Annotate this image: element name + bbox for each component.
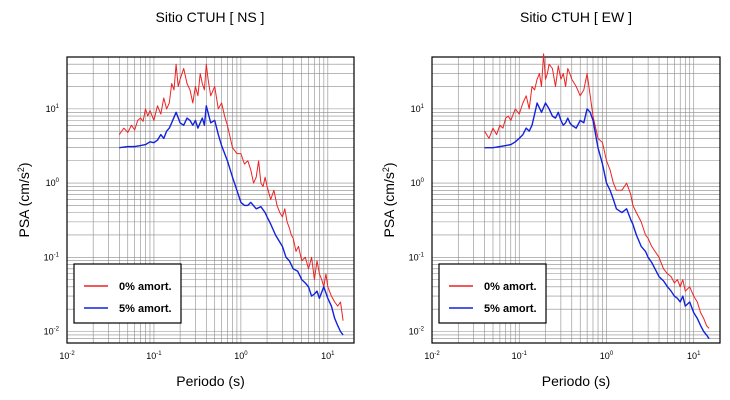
x-tick-label: 10-1 [146,351,162,361]
chart-title: Sitio CTUH [ NS ] [156,9,265,25]
x-tick-label: 10-2 [59,351,75,361]
legend-label: 0% amort. [119,281,172,293]
y-tick-label: 101 [46,104,60,114]
chart-panel-2: Sitio CTUH [ EW ] 10-2 10-1 100 101 10-2 10-1 1… [381,9,721,389]
chart-title: Sitio CTUH [ EW ] [520,9,632,25]
y-axis-label: PSA (cm/s2) [381,162,397,237]
plot-frame [66,56,355,344]
y-tick-label: 101 [411,104,425,114]
plot-frame [431,56,721,344]
legend-box [438,263,547,324]
x-axis-label: Periodo (s) [542,373,610,389]
legend: 0% amort. 5% amort. [438,263,547,324]
chart-panel-1: Sitio CTUH [ NS ] 10-2 10-1 100 101 10-2 10-1 1… [16,9,355,389]
y-tick-label: 10-2 [409,327,425,337]
y-tick-label: 100 [411,178,425,188]
y-tick-label: 10-2 [44,327,60,337]
x-tick-label: 101 [321,351,335,361]
y-tick-label: 10-1 [44,252,60,262]
x-tick-label: 100 [234,351,248,361]
series-line-damping-5 [119,105,344,336]
y-tick-label: 100 [46,178,60,188]
x-tick-label: 101 [687,351,701,361]
grid [66,56,355,344]
x-axis-label: Periodo (s) [176,373,244,389]
x-tick-label: 100 [600,351,614,361]
y-tick-label: 10-1 [409,252,425,262]
x-tick-label: 10-1 [512,351,528,361]
legend-label: 0% amort. [484,281,537,293]
series-line-damping-5 [484,102,710,340]
series-line-damping-0 [484,53,710,329]
legend-box [73,263,182,324]
series-line-damping-0 [118,63,344,321]
legend: 0% amort. 5% amort. [73,263,182,324]
x-tick-label: 10-2 [424,351,440,361]
legend-label: 5% amort. [119,303,172,315]
y-axis-label: PSA (cm/s2) [16,162,32,237]
legend-label: 5% amort. [484,303,537,315]
